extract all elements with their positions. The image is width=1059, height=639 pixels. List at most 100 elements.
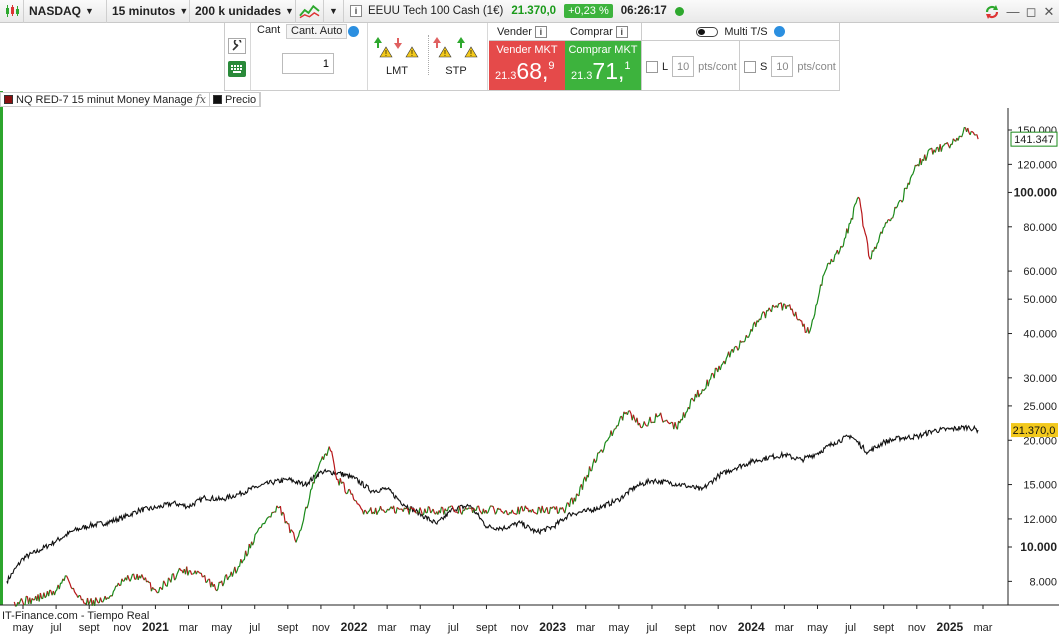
equity-down-segment (25, 595, 30, 605)
legend-item-strategy[interactable]: NQ RED-7 15 minut Money Manage fx (1, 92, 210, 107)
equity-down-segment (715, 367, 719, 373)
equity-down-segment (541, 505, 546, 514)
buy-header: Comprar i (570, 23, 628, 40)
equity-up-segment (732, 345, 737, 353)
quantity-input[interactable] (282, 53, 334, 74)
qty-auto-tab[interactable]: Cant. Auto (286, 24, 348, 39)
equity-down-segment (798, 318, 804, 327)
equity-down-segment (465, 507, 468, 510)
sell-market-label: Vender MKT (496, 44, 558, 56)
equity-up-segment (951, 138, 954, 145)
long-pts-input[interactable]: 10 (672, 56, 695, 77)
chart-style-button[interactable] (296, 0, 324, 23)
instrument-info[interactable]: i (344, 0, 366, 23)
units-selector[interactable]: 200 k unidades ▼ (190, 0, 296, 23)
equity-up-segment (41, 592, 45, 600)
short-pts-input[interactable]: 10 (771, 56, 794, 77)
equity-up-segment (122, 577, 126, 582)
equity-down-segment (660, 412, 664, 423)
timeframe-selector[interactable]: 15 minutos ▼ (107, 0, 190, 23)
x-tick-label: sept (675, 622, 696, 634)
equity-up-segment (737, 340, 741, 351)
equity-up-segment (617, 415, 622, 427)
equity-up-segment (322, 453, 327, 460)
equity-up-segment (641, 421, 645, 429)
equity-down-segment (127, 575, 131, 582)
equity-down-segment (49, 589, 53, 596)
equity-down-segment (396, 506, 400, 510)
info-icon[interactable]: i (350, 5, 362, 17)
limit-order-button[interactable]: ! ! LMT (372, 35, 422, 77)
equity-up-segment (669, 421, 672, 425)
equity-down-segment (288, 523, 291, 534)
equity-up-segment (366, 507, 372, 515)
x-tick-label: sept (476, 622, 497, 634)
equity-up-segment (602, 430, 612, 453)
info-icon[interactable] (348, 26, 359, 37)
equity-up-segment (192, 570, 196, 575)
equity-down-segment (857, 196, 872, 260)
live-indicator (671, 0, 688, 23)
info-icon[interactable]: i (615, 25, 628, 38)
price-chart[interactable]: 150.000120.000100.00080.00060.00050.0004… (0, 108, 1059, 639)
chevron-down-icon: ▼ (329, 6, 338, 16)
buy-price: 21.371,1 (571, 58, 631, 85)
equity-down-segment (803, 323, 807, 333)
equity-up-segment (446, 506, 450, 512)
equity-down-segment (628, 410, 633, 421)
x-tick-label: may (608, 622, 629, 634)
stop-order-button[interactable]: ! ! STP (431, 35, 481, 77)
legend-item-price[interactable]: Precio (210, 92, 261, 107)
equity-up-segment (781, 303, 785, 311)
x-tick-label: nov (511, 622, 529, 634)
equity-up-segment (157, 586, 161, 594)
close-icon[interactable]: ✕ (1043, 3, 1055, 19)
function-icon[interactable]: fx (195, 93, 206, 106)
keyboard-icon[interactable] (228, 61, 246, 77)
equity-up-segment (430, 508, 434, 514)
equity-down-segment (643, 421, 648, 427)
legend-price-label: Precio (224, 93, 257, 106)
buy-market-button[interactable]: Comprar MKT 21.371,1 (565, 41, 641, 90)
equity-up-segment (474, 506, 478, 512)
minimize-icon[interactable]: — (1006, 4, 1020, 19)
equity-down-segment (762, 311, 767, 319)
candlestick-chart-icon[interactable] (0, 0, 24, 23)
equity-up-segment (548, 506, 552, 514)
equity-up-segment (449, 505, 452, 508)
x-tick-label: jul (447, 622, 459, 634)
sell-header: Vender i (497, 23, 547, 40)
chart-style-dropdown[interactable]: ▼ (324, 0, 344, 23)
x-tick-label: 2021 (142, 620, 169, 634)
sell-market-button[interactable]: Vender MKT 21.368,9 (489, 41, 565, 90)
equity-up-segment (486, 505, 492, 514)
long-ts-checkbox[interactable] (646, 60, 658, 73)
equity-up-segment (590, 458, 595, 472)
y-tick-label: 80.000 (1023, 222, 1057, 234)
equity-down-segment (348, 488, 352, 495)
info-icon[interactable] (773, 26, 785, 37)
equity-down-segment (31, 597, 35, 601)
x-tick-label: mar (974, 622, 993, 634)
equity-up-segment (102, 595, 106, 603)
multi-ts-toggle[interactable] (696, 26, 719, 37)
active-chart-indicator (0, 91, 3, 605)
line-chart-icon (299, 4, 320, 19)
equity-up-segment (53, 584, 59, 596)
limit-order-label: LMT (386, 65, 408, 77)
wrench-icon[interactable] (228, 38, 246, 54)
info-icon[interactable]: i (534, 25, 547, 38)
short-ts-checkbox[interactable] (744, 60, 756, 73)
market-selector[interactable]: NASDAQ ▼ (24, 0, 107, 23)
qty-tab[interactable]: Cant (257, 24, 281, 36)
equity-up-segment (231, 566, 236, 577)
equity-up-segment (832, 249, 838, 263)
maximize-icon[interactable]: ◻ (1025, 3, 1037, 19)
multi-ts-header: Multi T/S (641, 23, 840, 41)
sync-icon[interactable] (982, 0, 1002, 23)
equity-down-segment (234, 566, 237, 574)
equity-up-segment (108, 594, 112, 599)
equity-down-segment (638, 422, 643, 429)
x-tick-label: may (13, 622, 34, 634)
svg-text:!: ! (470, 49, 472, 58)
